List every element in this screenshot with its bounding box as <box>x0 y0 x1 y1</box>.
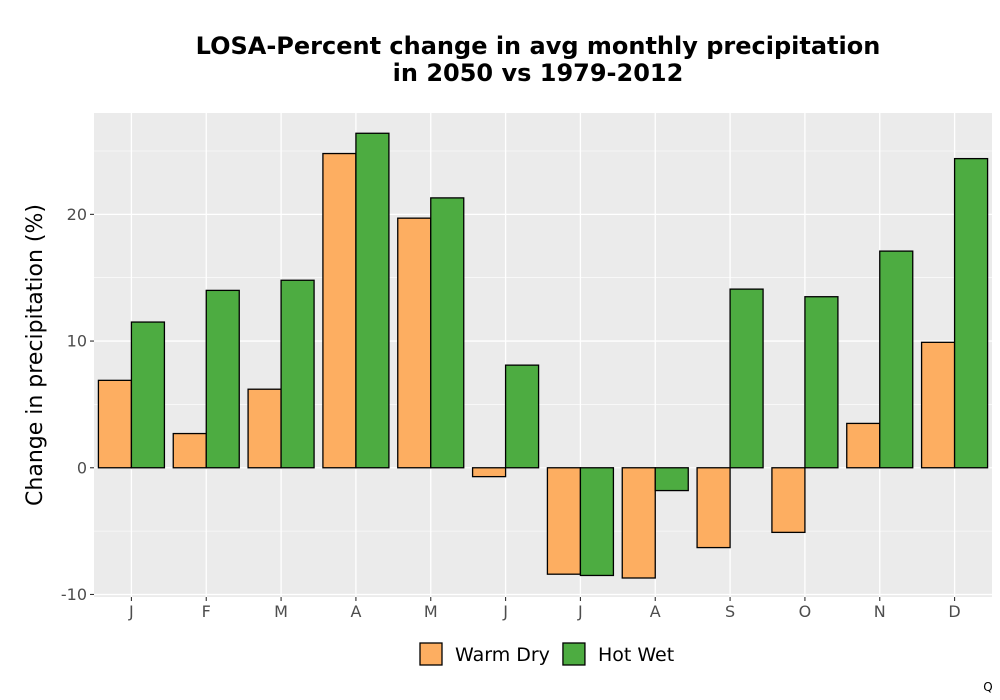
bar-warm-dry-11 <box>846 422 881 469</box>
x-tick-label: N <box>874 602 886 621</box>
x-tick-label: J <box>577 602 583 621</box>
x-tick-label: S <box>725 602 735 621</box>
bar-warm-dry-9 <box>696 467 731 549</box>
bar-warm-dry-12 <box>920 341 956 469</box>
y-axis-title: Change in precipitation (%) <box>23 204 48 506</box>
x-tick-label: J <box>128 602 134 621</box>
bar-warm-dry-2 <box>172 432 207 469</box>
y-tick-label: 20 <box>67 205 87 224</box>
bar-hot-wet-10 <box>804 296 839 469</box>
x-tick-label: D <box>948 602 960 621</box>
x-tick-label: M <box>274 602 288 621</box>
bar-hot-wet-9 <box>729 288 764 469</box>
legend-label-hot-wet: Hot Wet <box>598 644 674 666</box>
chart-title-line-2: in 2050 vs 1979-2012 <box>393 59 684 87</box>
bar-warm-dry-8 <box>621 467 656 579</box>
bar-hot-wet-7 <box>579 467 615 577</box>
x-tick-label: J <box>502 602 508 621</box>
y-tick-label: 10 <box>67 332 87 351</box>
bar-hot-wet-11 <box>879 250 914 469</box>
chart-title-line-1: LOSA-Percent change in avg monthly preci… <box>196 32 881 60</box>
bar-hot-wet-3 <box>280 279 315 469</box>
bar-hot-wet-8 <box>654 467 689 492</box>
x-tick-label: F <box>202 602 211 621</box>
bar-hot-wet-12 <box>953 157 989 469</box>
legend: Warm Dry Hot Wet <box>419 642 674 666</box>
bars <box>97 132 989 579</box>
bar-hot-wet-6 <box>504 364 540 469</box>
bar-warm-dry-5 <box>397 217 432 469</box>
legend-swatch-warm-dry <box>419 642 443 666</box>
x-tick-label: M <box>424 602 438 621</box>
bar-hot-wet-4 <box>355 132 390 469</box>
x-tick-label: A <box>650 602 661 621</box>
legend-label-warm-dry: Warm Dry <box>455 644 550 666</box>
y-tick-label: 0 <box>77 458 87 477</box>
corner-mark: Q <box>983 680 992 694</box>
bar-hot-wet-1 <box>130 321 166 469</box>
bar-warm-dry-3 <box>247 388 282 469</box>
y-tick-label: -10 <box>61 585 87 604</box>
bar-warm-dry-7 <box>546 467 582 575</box>
bar-warm-dry-10 <box>771 467 806 534</box>
y-axis-ticks: -10 0 10 20 <box>61 205 94 604</box>
x-tick-label: O <box>799 602 812 621</box>
bar-warm-dry-4 <box>322 152 357 469</box>
bar-hot-wet-2 <box>205 289 240 469</box>
bar-warm-dry-1 <box>97 379 133 469</box>
bar-warm-dry-6 <box>471 467 507 478</box>
plot-panel <box>94 113 992 597</box>
bar-hot-wet-5 <box>430 197 465 469</box>
x-tick-label: A <box>350 602 361 621</box>
legend-swatch-hot-wet <box>562 642 586 666</box>
